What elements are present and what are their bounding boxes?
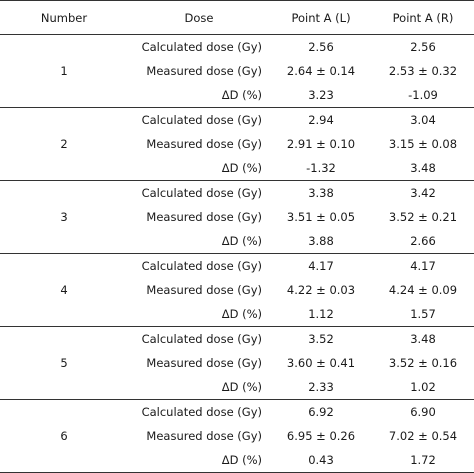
point-a-right-value: 4.17 bbox=[410, 259, 436, 273]
point-a-left-value: 3.88 bbox=[270, 229, 372, 254]
table-row: 2 Calculated dose (Gy) 2.94 3.04 bbox=[0, 107, 474, 181]
point-a-left-value: 3.60 ± 0.41 bbox=[286, 356, 356, 370]
dose-label: ΔD (%) bbox=[128, 448, 270, 473]
point-a-right-value: 3.52 ± 0.21 bbox=[388, 210, 458, 224]
point-a-right-value: 3.04 bbox=[410, 113, 436, 127]
table-row: Measured dose (Gy) 3.51 ± 0.05 3.52 ± 0.21 bbox=[0, 205, 474, 229]
table-row: ΔD (%) -1.32 3.48 bbox=[0, 156, 474, 181]
dose-label: ΔD (%) bbox=[128, 302, 270, 327]
dose-label: ΔD (%) bbox=[128, 156, 270, 181]
dose-label: Measured dose (Gy) bbox=[146, 283, 262, 297]
table-row: ΔD (%) 2.33 1.02 bbox=[0, 375, 474, 400]
header-point-a-right: Point A (R) bbox=[372, 0, 474, 35]
table-body: 1 Calculated dose (Gy) 2.56 2.56 Measured do… bbox=[0, 34, 474, 473]
point-a-right-value: 2.53 ± 0.32 bbox=[388, 64, 458, 78]
dose-label: Measured dose (Gy) bbox=[146, 137, 262, 151]
point-a-left-value: 4.22 ± 0.03 bbox=[286, 283, 356, 297]
table-row: 1 Calculated dose (Gy) 2.56 2.56 bbox=[0, 34, 474, 108]
point-a-left-value: 4.17 bbox=[308, 259, 334, 273]
table-row: Measured dose (Gy) 3.60 ± 0.41 3.52 ± 0.16 bbox=[0, 351, 474, 375]
point-a-left-value: 3.51 ± 0.05 bbox=[286, 210, 356, 224]
point-a-right-value: 1.72 bbox=[372, 448, 474, 473]
point-a-left-value: 2.56 bbox=[308, 40, 334, 54]
point-a-right-value: 1.57 bbox=[372, 302, 474, 327]
table-row: 6 Calculated dose (Gy) 6.92 6.90 bbox=[0, 399, 474, 473]
dose-label: Measured dose (Gy) bbox=[146, 429, 262, 443]
dose-label: Calculated dose (Gy) bbox=[141, 113, 262, 127]
dose-label: ΔD (%) bbox=[128, 229, 270, 254]
point-a-right-value: 4.24 ± 0.09 bbox=[388, 283, 458, 297]
point-a-right-value: 3.52 ± 0.16 bbox=[388, 356, 458, 370]
table-row: ΔD (%) 3.23 -1.09 bbox=[0, 83, 474, 108]
header-point-a-left: Point A (L) bbox=[270, 0, 372, 35]
point-a-right-value: 6.90 bbox=[410, 405, 436, 419]
dose-label: Calculated dose (Gy) bbox=[141, 40, 262, 54]
table-row: Measured dose (Gy) 4.22 ± 0.03 4.24 ± 0.09 bbox=[0, 278, 474, 302]
dose-label: Measured dose (Gy) bbox=[146, 64, 262, 78]
table-row: Measured dose (Gy) 6.95 ± 0.26 7.02 ± 0.54 bbox=[0, 424, 474, 448]
row-number: 2 bbox=[0, 107, 128, 181]
row-number: 5 bbox=[0, 326, 128, 400]
row-number: 6 bbox=[0, 399, 128, 473]
point-a-left-value: 3.52 bbox=[308, 332, 334, 346]
point-a-left-value: 2.94 bbox=[308, 113, 334, 127]
dose-label: Calculated dose (Gy) bbox=[141, 259, 262, 273]
point-a-left-value: -1.32 bbox=[270, 156, 372, 181]
point-a-left-value: 0.43 bbox=[270, 448, 372, 473]
point-a-left-value: 2.91 ± 0.10 bbox=[286, 137, 356, 151]
header-number: Number bbox=[0, 0, 128, 35]
point-a-left-value: 2.64 ± 0.14 bbox=[286, 64, 356, 78]
point-a-right-value: -1.09 bbox=[372, 83, 474, 108]
point-a-right-value: 2.56 bbox=[410, 40, 436, 54]
point-a-left-value: 6.92 bbox=[308, 405, 334, 419]
point-a-left-value: 2.33 bbox=[270, 375, 372, 400]
point-a-left-value: 3.23 bbox=[270, 83, 372, 108]
point-a-right-value: 1.02 bbox=[372, 375, 474, 400]
header-dose: Dose bbox=[128, 0, 270, 35]
table-row: 5 Calculated dose (Gy) 3.52 3.48 bbox=[0, 326, 474, 400]
row-number: 1 bbox=[0, 34, 128, 108]
point-a-left-value: 1.12 bbox=[270, 302, 372, 327]
dose-label: ΔD (%) bbox=[128, 375, 270, 400]
row-number: 4 bbox=[0, 253, 128, 327]
table-row: ΔD (%) 3.88 2.66 bbox=[0, 229, 474, 254]
table-row: 3 Calculated dose (Gy) 3.38 3.42 bbox=[0, 180, 474, 254]
dose-label: ΔD (%) bbox=[128, 83, 270, 108]
table-header-row: Number Dose Point A (L) Point A (R) bbox=[0, 0, 474, 35]
point-a-left-value: 6.95 ± 0.26 bbox=[286, 429, 356, 443]
point-a-right-value: 3.42 bbox=[410, 186, 436, 200]
table-row: ΔD (%) 1.12 1.57 bbox=[0, 302, 474, 327]
point-a-right-value: 3.48 bbox=[372, 156, 474, 181]
dose-label: Calculated dose (Gy) bbox=[141, 332, 262, 346]
point-a-left-value: 3.38 bbox=[308, 186, 334, 200]
point-a-right-value: 3.48 bbox=[410, 332, 436, 346]
table-row: Measured dose (Gy) 2.91 ± 0.10 3.15 ± 0.08 bbox=[0, 132, 474, 156]
dose-label: Calculated dose (Gy) bbox=[141, 405, 262, 419]
row-number: 3 bbox=[0, 180, 128, 254]
dose-label: Measured dose (Gy) bbox=[146, 210, 262, 224]
dose-label: Calculated dose (Gy) bbox=[141, 186, 262, 200]
point-a-right-value: 2.66 bbox=[372, 229, 474, 254]
table-row: Measured dose (Gy) 2.64 ± 0.14 2.53 ± 0.32 bbox=[0, 59, 474, 83]
point-a-right-value: 7.02 ± 0.54 bbox=[388, 429, 458, 443]
point-a-right-value: 3.15 ± 0.08 bbox=[388, 137, 458, 151]
table-row: 4 Calculated dose (Gy) 4.17 4.17 bbox=[0, 253, 474, 327]
dose-label: Measured dose (Gy) bbox=[146, 356, 262, 370]
